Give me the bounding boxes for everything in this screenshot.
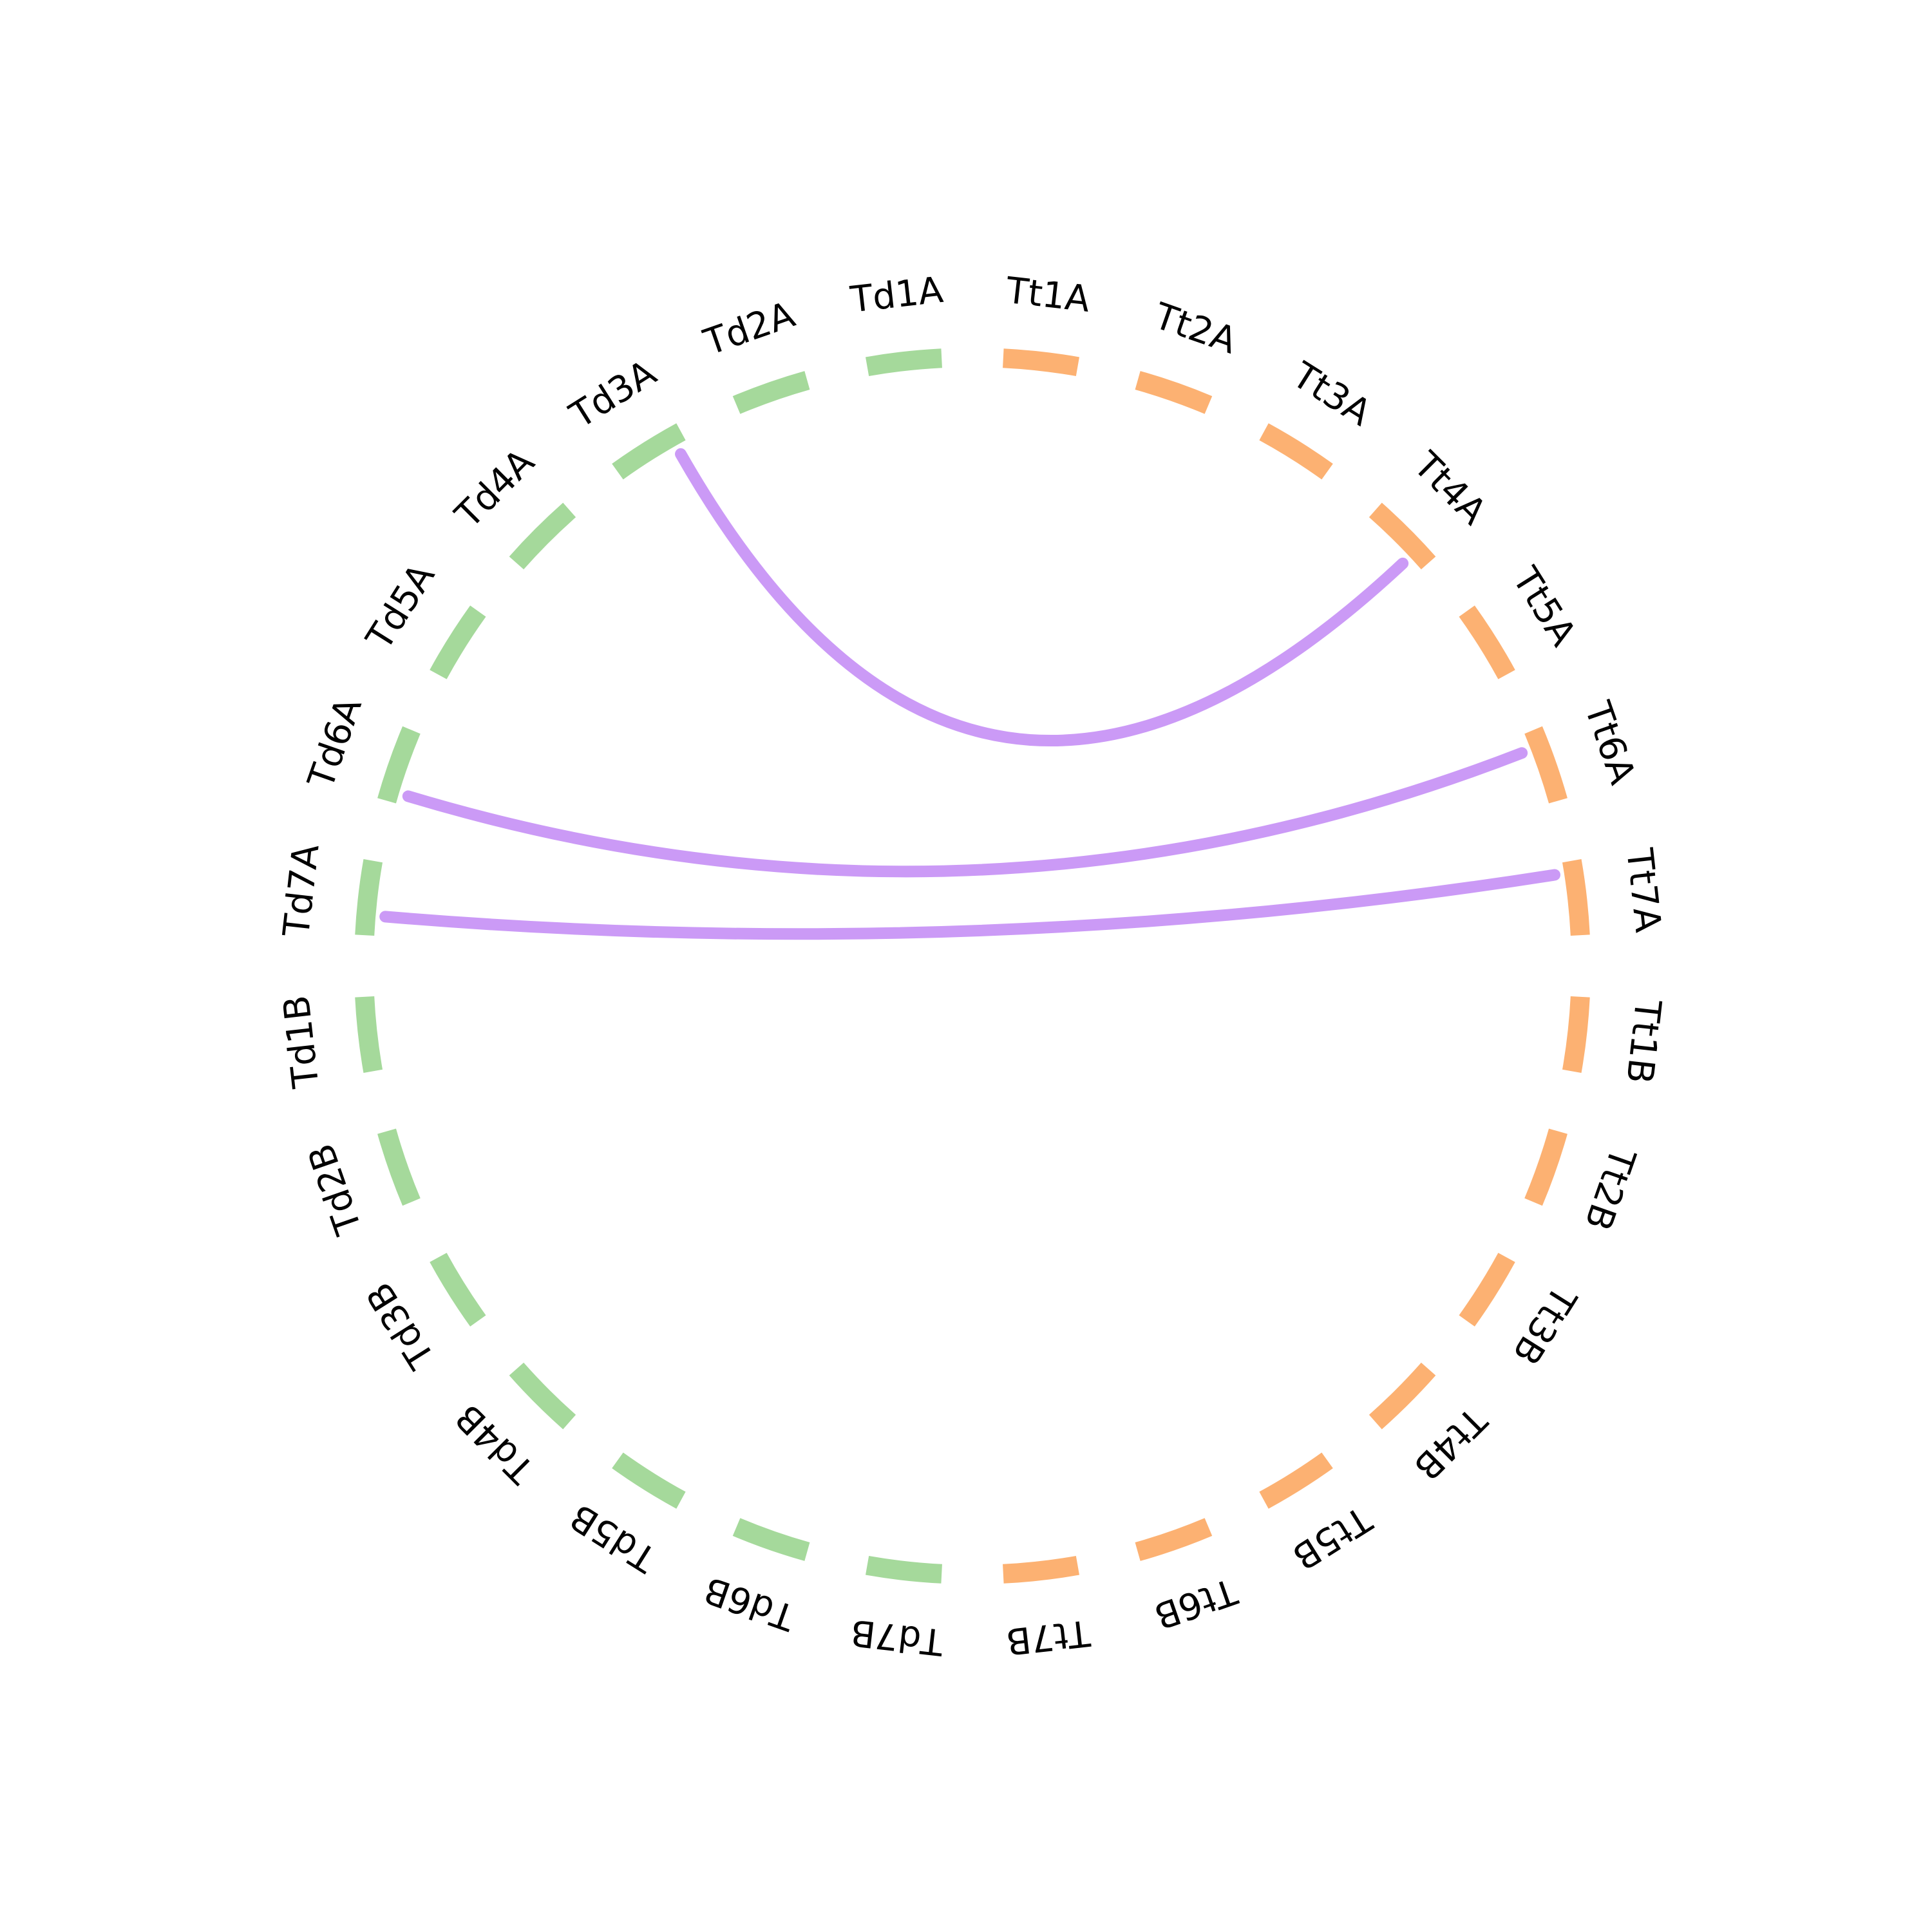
segment-arc-td5a (430, 605, 486, 679)
segment-arc-td2a (732, 371, 810, 414)
segment-arc-tt7b (1002, 1555, 1079, 1584)
segment-arc-tt3b (1459, 1253, 1515, 1327)
links-layer (379, 448, 1560, 940)
segment-arc-tt3a (1259, 423, 1333, 480)
segment-arc-tt6b (1135, 1518, 1213, 1561)
segment-arc-td2b (377, 1128, 421, 1206)
segment-arc-tt1a (1002, 348, 1079, 377)
segments-layer (355, 348, 1590, 1584)
segment-arc-td7a (355, 859, 383, 936)
segment-arc-td7b (866, 1555, 943, 1584)
segment-label-tt7b: Tt7B (1004, 1611, 1093, 1662)
segment-label-td7a: Td7A (276, 842, 328, 940)
segment-arc-tt6a (1524, 726, 1567, 804)
segment-arc-tt2a (1135, 371, 1213, 414)
segment-arc-tt2b (1524, 1128, 1567, 1206)
segment-label-td7b: Td7B (849, 1611, 946, 1663)
segment-label-tt1a: Tt1A (1003, 270, 1092, 321)
segment-arc-td1b (355, 996, 383, 1073)
segment-arc-td1a (866, 348, 943, 377)
link-td6a-tt6a (402, 747, 1528, 878)
segment-arc-tt5b (1259, 1452, 1333, 1509)
segment-arc-td6b (732, 1518, 810, 1561)
segment-label-tt1b: Tt1B (1618, 997, 1669, 1086)
segment-arc-td3b (430, 1253, 486, 1327)
segment-arc-td3a (612, 423, 686, 480)
segment-arc-tt7a (1562, 859, 1590, 936)
segment-arc-tt1b (1562, 996, 1590, 1073)
segment-arc-tt4b (1368, 1362, 1436, 1430)
segment-arc-tt4a (1368, 502, 1436, 570)
segment-label-td1a: Td1A (848, 269, 945, 321)
link-td3a-tt4a (675, 448, 1409, 746)
segment-label-td1b: Td1B (276, 993, 328, 1090)
segment-arc-tt5a (1459, 605, 1515, 679)
segment-label-tt7a: Tt7A (1618, 846, 1669, 934)
segment-arc-td5b (612, 1452, 686, 1509)
segment-arc-td6a (377, 726, 421, 804)
segment-arc-td4b (509, 1362, 576, 1430)
segment-arc-td4a (509, 502, 576, 570)
link-td7a-tt7a (379, 869, 1560, 940)
